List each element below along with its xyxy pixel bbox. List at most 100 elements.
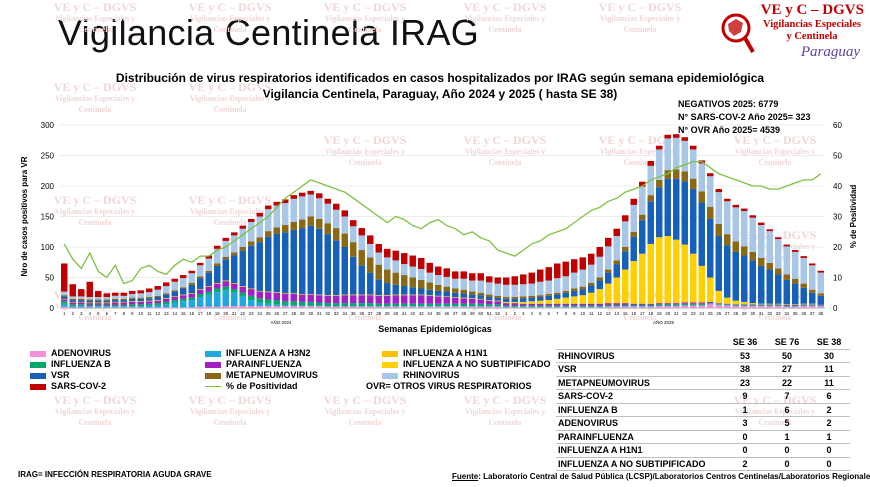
bar-segment <box>443 291 450 297</box>
bar-segment <box>239 296 246 307</box>
bar-segment <box>656 306 663 308</box>
bar-segment <box>401 253 408 265</box>
bar-segment <box>154 297 161 301</box>
bar-segment <box>605 306 612 307</box>
bar-segment <box>469 306 476 308</box>
bar-segment <box>817 272 824 294</box>
legend-sars-cov-2: SARS-COV-2 <box>30 381 106 391</box>
bar-segment <box>358 294 365 296</box>
bar-segment <box>69 300 76 302</box>
bar-segment <box>375 295 382 304</box>
bar-segment <box>766 306 773 308</box>
x-tick-label: 1 <box>63 311 66 316</box>
bar-segment <box>180 298 187 302</box>
bar-segment <box>418 306 425 307</box>
bar-segment <box>690 305 697 308</box>
bar-segment <box>358 306 365 307</box>
x-tick-label: 32 <box>767 311 772 316</box>
bar-segment <box>146 307 153 308</box>
bar-segment <box>324 203 331 224</box>
bar-segment <box>664 138 671 171</box>
bar-segment <box>69 284 76 297</box>
bar-segment <box>596 306 603 308</box>
bar-segment <box>613 228 620 237</box>
x-tick-label: 11 <box>589 311 594 316</box>
bar-segment <box>265 299 272 304</box>
bar-segment <box>741 208 748 212</box>
bar-segment <box>520 298 527 302</box>
bar-segment <box>528 301 535 304</box>
bar-segment <box>622 269 629 304</box>
bar-segment <box>579 257 586 270</box>
bar-segment <box>435 303 442 307</box>
bar-segment <box>61 303 68 307</box>
y2-tick-label: 30 <box>833 213 842 222</box>
bar-segment <box>222 280 229 282</box>
bar-segment <box>392 306 399 307</box>
bar-segment <box>120 306 127 308</box>
bar-segment <box>792 306 799 308</box>
bar-segment <box>715 304 722 305</box>
bar-segment <box>103 304 110 307</box>
bar-segment <box>639 306 646 307</box>
bar-segment <box>367 235 374 244</box>
bar-segment <box>426 306 433 307</box>
bar-segment <box>469 306 476 307</box>
bar-segment <box>282 293 289 294</box>
x-tick-label: 35 <box>351 311 356 316</box>
x-tick-label: 34 <box>784 311 789 316</box>
bar-segment <box>630 231 637 237</box>
bar-segment <box>299 293 306 295</box>
bar-segment <box>809 304 816 305</box>
bar-segment <box>817 304 824 306</box>
x-tick-label: 34 <box>342 311 347 316</box>
bar-segment <box>656 145 663 150</box>
legend-positivity: % de Positividad <box>205 381 298 391</box>
bar-segment <box>205 255 212 259</box>
bar-segment <box>197 278 204 290</box>
table-cell: 0 <box>766 443 808 458</box>
bar-segment <box>418 257 425 269</box>
bar-segment <box>112 306 119 308</box>
bar-segment <box>443 296 450 298</box>
x-tick-label: 5 <box>97 311 100 316</box>
bar-segment <box>486 306 493 308</box>
bar-segment <box>231 232 238 236</box>
bar-segment <box>690 145 697 150</box>
bar-segment <box>401 295 408 304</box>
bar-segment <box>86 300 93 303</box>
y2-tick-label: 0 <box>833 304 838 313</box>
bar-segment <box>741 304 748 305</box>
bar-segment <box>384 306 391 307</box>
bar-segment <box>537 305 544 307</box>
bar-segment <box>299 294 306 302</box>
table-row-label: INFLUENZA B <box>556 403 724 417</box>
bar-segment <box>809 292 816 304</box>
bar-segment <box>494 306 501 307</box>
bar-segment <box>537 300 544 304</box>
bar-segment <box>401 275 408 287</box>
bar-segment <box>256 242 263 291</box>
bar-segment <box>146 298 153 301</box>
bar-segment <box>112 298 119 301</box>
bar-segment <box>537 269 544 282</box>
bar-segment <box>749 304 756 306</box>
bar-segment <box>766 262 773 270</box>
bar-segment <box>231 289 238 293</box>
table-header-blank <box>556 336 724 350</box>
bar-segment <box>613 303 620 305</box>
bar-segment <box>749 303 756 305</box>
bar-segment <box>137 301 144 302</box>
bar-segment <box>273 304 280 307</box>
bar-segment <box>596 307 603 308</box>
bar-segment <box>418 294 425 296</box>
bar-segment <box>69 296 76 299</box>
bar-segment <box>231 292 238 307</box>
bar-segment <box>248 288 255 290</box>
x-tick-label: 11 <box>147 311 152 316</box>
bar-segment <box>511 297 518 299</box>
bar-segment <box>222 237 229 241</box>
bar-segment <box>494 295 501 298</box>
bar-segment <box>78 289 85 297</box>
bar-segment <box>222 259 229 281</box>
